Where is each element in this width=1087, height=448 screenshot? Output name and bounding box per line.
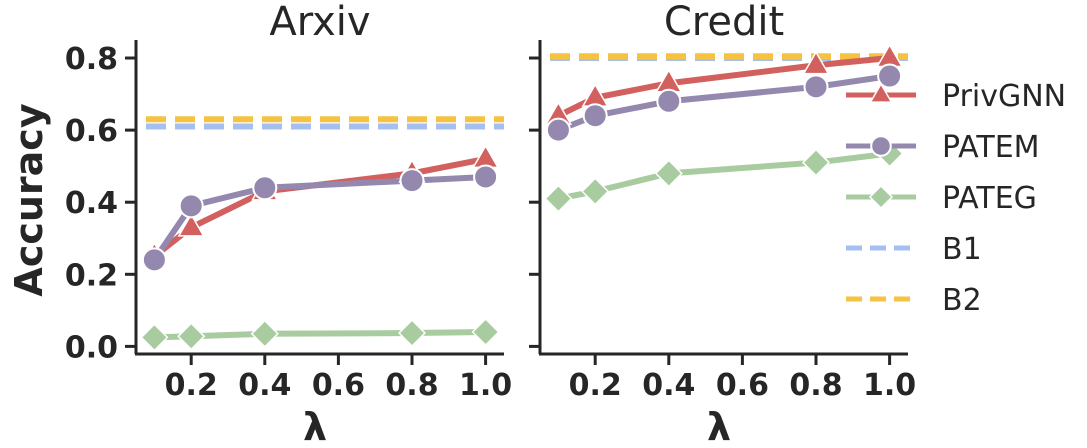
x-tick-label: 0.2 (569, 368, 622, 403)
x-tick-label: 1.0 (459, 368, 512, 403)
y-tick-label: 0.6 (65, 114, 118, 149)
legend-item-patem: PATEM (846, 130, 1040, 165)
point-pateg (801, 148, 831, 177)
point-privgnn (471, 144, 500, 169)
point-patem (399, 168, 425, 194)
point-privgnn (802, 50, 830, 75)
markers-pateg (544, 139, 904, 213)
y-tick-label: 0.0 (65, 330, 118, 365)
legend: PrivGNN PATEM PATEG B1 B2 (846, 79, 1066, 318)
point-pateg (250, 319, 279, 348)
x-tick-label: 0.6 (716, 368, 769, 403)
legend-item-b1: B1 (846, 232, 982, 267)
line-privgnn (555, 55, 893, 119)
legend-marker-patem (870, 135, 892, 157)
legend-marker-pateg (868, 184, 894, 210)
point-patem (582, 103, 608, 129)
point-pateg (471, 317, 500, 347)
legend-marker-privgnn (869, 82, 893, 103)
point-pateg (654, 159, 683, 188)
panels: Arxiv 0.0 0.2 0.4 0.6 0.8 0.2 0.4 0.6 0.8 1.0 λ Accu… (7, 0, 916, 448)
x-tick-label: 0.8 (385, 368, 438, 403)
x-axis-label: λ (707, 405, 731, 448)
y-tick-label: 0.4 (65, 186, 118, 221)
y-axis-label: Accuracy (7, 103, 51, 296)
series-privgnn (151, 155, 489, 260)
y-tick-label: 0.2 (65, 258, 118, 293)
x-tick-label: 1.0 (863, 368, 916, 403)
panel-title-credit: Credit (664, 0, 784, 45)
point-patem (141, 247, 167, 273)
panel-arxiv: Arxiv 0.0 0.2 0.4 0.6 0.8 0.2 0.4 0.6 0.8 1.0 λ Accu… (7, 0, 512, 448)
series-patem (555, 73, 893, 134)
x-tick-label: 0.4 (238, 368, 291, 403)
x-tick-label: 0.2 (165, 368, 218, 403)
legend-item-b2: B2 (846, 283, 982, 318)
point-pateg (177, 322, 206, 351)
x-tick-label: 0.8 (789, 368, 842, 403)
legend-item-pateg: PATEG (846, 181, 1037, 216)
point-pateg (544, 184, 573, 213)
point-patem (803, 74, 829, 100)
x-tick-label: 0.4 (642, 368, 695, 403)
point-patem (545, 117, 571, 143)
point-patem (656, 88, 682, 114)
line-privgnn (151, 155, 489, 260)
markers-patem (141, 164, 499, 273)
line-patem (555, 73, 893, 134)
x-tick-label: 0.6 (312, 368, 365, 403)
y-tick-label: 0.8 (65, 42, 118, 77)
point-patem (877, 63, 903, 89)
panel-credit: Credit 0.2 0.4 0.6 0.8 1.0 λ (529, 0, 916, 448)
series-privgnn (555, 55, 893, 119)
legend-label: B1 (942, 232, 982, 267)
point-patem (473, 164, 499, 190)
legend-label: PATEG (942, 181, 1037, 216)
point-pateg (397, 318, 427, 348)
legend-label: B2 (942, 283, 982, 318)
markers-patem (545, 63, 903, 143)
point-pateg (140, 323, 169, 352)
panel-title-arxiv: Arxiv (269, 0, 370, 45)
legend-label: PATEM (942, 130, 1040, 165)
legend-label: PrivGNN (942, 79, 1066, 114)
markers-pateg (140, 317, 500, 352)
point-pateg (581, 177, 610, 206)
point-privgnn (177, 212, 205, 237)
point-patem (252, 175, 278, 201)
point-patem (178, 193, 204, 219)
x-axis-label: λ (303, 405, 327, 448)
legend-item-privgnn: PrivGNN (846, 79, 1066, 114)
